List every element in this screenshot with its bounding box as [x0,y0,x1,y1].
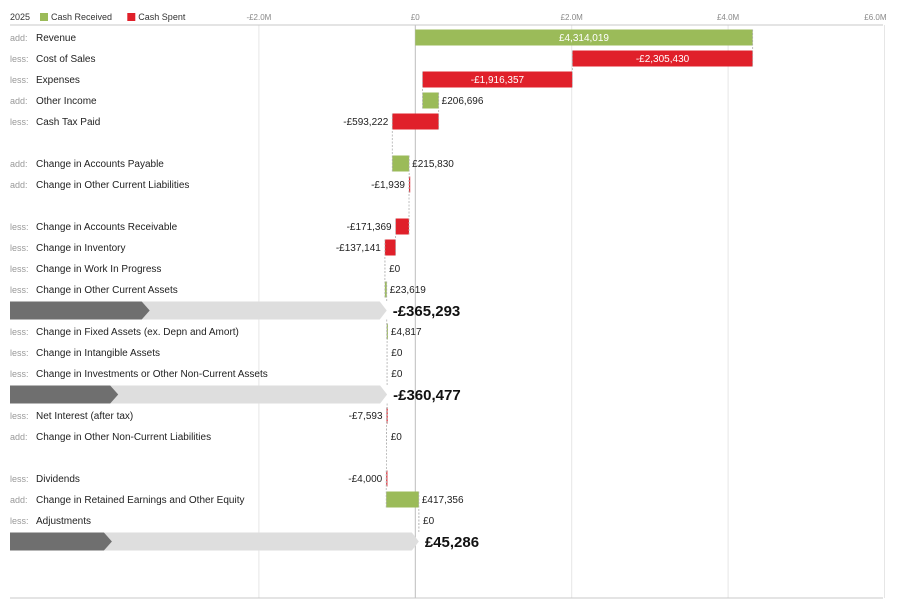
waterfall-bar [392,155,410,172]
row-prefix: less: [10,411,29,421]
row-prefix: add: [10,159,28,169]
row-label: Change in Investments or Other Non-Curre… [36,369,268,380]
subtotal-value: -£360,477 [393,387,461,404]
waterfall-bar [384,281,387,298]
bar-value-label: £23,619 [390,285,427,296]
row-prefix: less: [10,264,29,274]
row-label: Adjustments [36,516,91,527]
bar-value-label: -£137,141 [336,243,381,254]
row-label: Change in Intangible Assets [36,348,160,359]
bar-value-label: £4,314,019 [559,33,609,44]
row-label: Other Income [36,96,97,107]
bar-value-label: £417,356 [422,495,464,506]
bar-value-label: -£1,939 [371,180,405,191]
bar-value-label: £215,830 [412,159,454,170]
row-label: Change in Other Current Liabilities [36,180,189,191]
row-prefix: less: [10,348,29,358]
bar-value-label: £0 [389,264,401,275]
row-prefix: less: [10,54,29,64]
bar-value-label: £0 [391,348,403,359]
x-tick-label: £4.0M [717,13,740,22]
row-prefix: add: [10,495,28,505]
row-label: Cost of Sales [36,54,95,65]
bar-value-label: £4,817 [391,327,422,338]
x-tick-label: £6.0M [864,13,887,22]
row-prefix: less: [10,117,29,127]
waterfall-bar [409,176,411,193]
subtotal-band [10,532,419,551]
row-prefix: add: [10,96,28,106]
subtotal-value: -£365,293 [393,303,461,320]
row-prefix: add: [10,432,28,442]
waterfall-bar [422,92,439,109]
x-tick-label: £2.0M [561,13,584,22]
subtotal-label-tab [10,301,150,320]
subtotal-value: £45,286 [425,534,479,551]
row-prefix: add: [10,180,28,190]
row-label: Revenue [36,33,76,44]
legend-label-cash-received: Cash Received [51,12,112,22]
waterfall-bar [422,71,573,88]
row-prefix: less: [10,243,29,253]
row-label: Dividends [36,474,80,485]
waterfall-bar [386,491,419,508]
legend-swatch-cash-spent [127,13,136,21]
row-prefix: less: [10,222,29,232]
row-prefix: less: [10,369,29,379]
x-tick-label: -£2.0M [246,13,271,22]
bar-value-label: £0 [423,516,435,527]
row-prefix: less: [10,285,29,295]
row-label: Cash Tax Paid [36,117,100,128]
x-tick-label: £0 [411,13,420,22]
bar-value-label: -£1,916,357 [471,75,525,86]
row-prefix: less: [10,516,29,526]
waterfall-bar [384,239,396,256]
waterfall-bar [415,29,753,46]
year-label: 2025 [10,12,30,22]
row-label: Net Interest (after tax) [36,411,133,422]
row-prefix: less: [10,327,29,337]
bar-value-label: £0 [391,369,403,380]
legend-label-cash-spent: Cash Spent [138,12,186,22]
bar-value-label: -£2,305,430 [636,54,690,65]
bar-value-label: -£593,222 [343,117,388,128]
bar-value-label: -£171,369 [347,222,392,233]
row-prefix: less: [10,75,29,85]
row-label: Change in Accounts Receivable [36,222,178,233]
bar-value-label: -£7,593 [349,411,383,422]
subtotal-label-tab [10,385,119,404]
waterfall-bar [572,50,753,67]
waterfall-bar [395,218,410,235]
legend-swatch-cash-received [40,13,48,21]
row-label: Change in Fixed Assets (ex. Depn and Amo… [36,327,239,338]
waterfall-bar [392,113,439,130]
row-label: Change in Retained Earnings and Other Eq… [36,495,244,506]
bar-value-label: £0 [391,432,403,443]
row-prefix: add: [10,33,28,43]
row-label: Change in Other Current Assets [36,285,178,296]
row-label: Change in Accounts Payable [36,159,164,170]
row-label: Expenses [36,75,80,86]
bar-value-label: -£4,000 [348,474,382,485]
bar-value-label: £206,696 [442,96,484,107]
row-label: Change in Work In Progress [36,264,161,275]
row-label: Change in Inventory [36,243,126,254]
row-label: Change in Other Non-Current Liabilities [36,432,211,443]
row-prefix: less: [10,474,29,484]
subtotal-label-tab [10,532,112,551]
